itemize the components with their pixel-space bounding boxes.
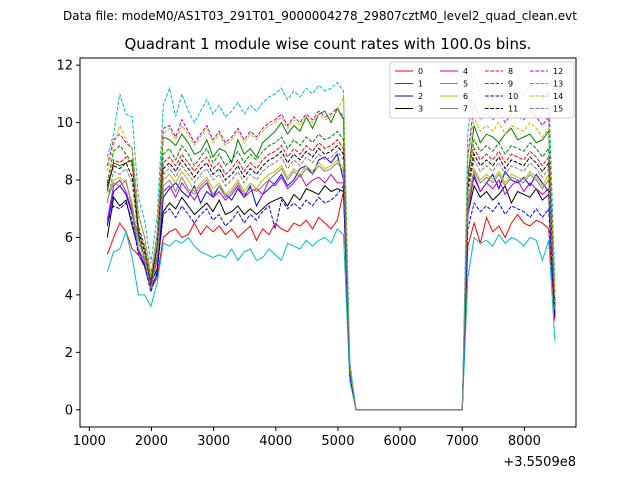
series-line-6 [106, 159, 556, 411]
y-tick-label: 8 [65, 174, 73, 189]
series-line-0 [106, 191, 556, 411]
legend-label-10: 10 [508, 92, 518, 101]
legend-box [389, 61, 575, 119]
legend-label-13: 13 [553, 80, 563, 89]
x-offset-label: +3.5509e8 [503, 455, 576, 470]
x-tick-label: 5000 [321, 434, 354, 449]
legend-label-6: 6 [463, 92, 468, 101]
series-line-2 [106, 153, 556, 411]
legend-label-2: 2 [418, 92, 423, 101]
y-tick-label: 4 [65, 288, 73, 303]
x-tick-label: 2000 [135, 434, 168, 449]
y-tick-label: 10 [56, 116, 73, 131]
legend-label-5: 5 [463, 80, 468, 89]
y-tick-label: 6 [65, 231, 73, 246]
x-tick-label: 7000 [446, 434, 479, 449]
series-line-1 [106, 107, 556, 411]
series-line-8 [106, 139, 556, 411]
series-line-11 [106, 144, 556, 411]
x-tick-label: 8000 [508, 434, 541, 449]
series-line-15 [106, 150, 556, 411]
legend-label-12: 12 [553, 67, 563, 76]
y-tick-label: 12 [56, 59, 73, 74]
x-tick-label: 3000 [197, 434, 230, 449]
legend-label-4: 4 [463, 67, 468, 76]
series-line-4 [106, 173, 556, 411]
legend-label-15: 15 [553, 105, 563, 114]
x-tick-label: 1000 [73, 434, 106, 449]
y-tick-label: 0 [65, 403, 73, 418]
legend-label-7: 7 [463, 105, 468, 114]
plot-area: 1000 2000 3000 4000 5000 6000 7000 800002468101… [56, 57, 577, 449]
axes-frame [79, 57, 577, 428]
y-tick-label: 2 [65, 346, 73, 361]
series-line-3 [106, 184, 556, 411]
legend-label-8: 8 [508, 67, 513, 76]
legend-label-1: 1 [418, 80, 423, 89]
legend-label-9: 9 [508, 80, 513, 89]
suptitle: Data file: modeM0/AS1T03_291T01_90000042… [63, 9, 577, 23]
series-line-10 [106, 184, 556, 411]
legend-label-3: 3 [418, 105, 423, 114]
series-line-14 [106, 96, 556, 411]
x-tick-label: 4000 [259, 434, 292, 449]
series-line-5 [106, 228, 556, 411]
chart-title: Quadrant 1 module wise count rates with … [124, 35, 531, 53]
series-line-9 [106, 130, 556, 411]
legend-label-0: 0 [418, 67, 423, 76]
legend-label-14: 14 [553, 92, 563, 101]
x-tick-label: 6000 [384, 434, 417, 449]
series-line-7 [106, 162, 556, 411]
legend-label-11: 11 [508, 105, 518, 114]
